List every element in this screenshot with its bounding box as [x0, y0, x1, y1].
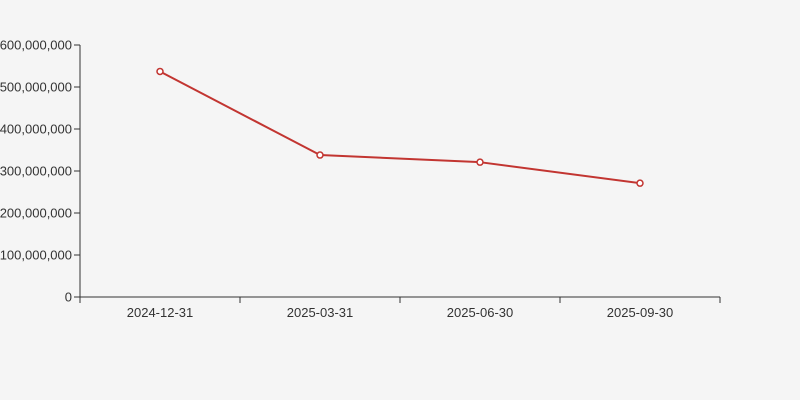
data-point-marker[interactable]: [476, 158, 484, 166]
data-point-marker[interactable]: [316, 151, 324, 159]
y-tick-label: 0: [65, 290, 72, 305]
data-point-marker[interactable]: [156, 67, 164, 76]
y-tick-label: 500,000,000: [0, 80, 72, 95]
x-tick-label: 2024-12-31: [127, 305, 194, 320]
x-tick-label: 2025-06-30: [447, 305, 514, 320]
y-tick-label: 100,000,000: [0, 248, 72, 263]
series-line: [159, 70, 641, 185]
data-point-marker[interactable]: [636, 179, 644, 187]
y-tick-label: 300,000,000: [0, 164, 72, 179]
y-tick-label: 600,000,000: [0, 38, 72, 53]
y-tick-label: 400,000,000: [0, 122, 72, 137]
x-tick-label: 2025-03-31: [287, 305, 354, 320]
x-tick-label: 2025-09-30: [607, 305, 674, 320]
y-tick-label: 200,000,000: [0, 206, 72, 221]
